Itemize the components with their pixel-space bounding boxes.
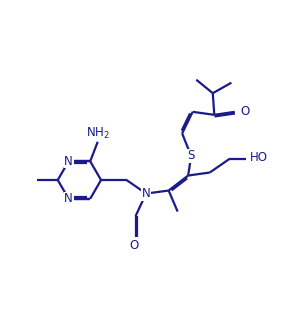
Text: O: O [240,105,249,118]
Text: N: N [64,192,73,205]
Text: S: S [188,150,195,162]
Text: HO: HO [250,151,268,164]
Text: N: N [142,187,151,200]
Text: NH$_2$: NH$_2$ [86,126,110,141]
Text: N: N [64,155,73,168]
Text: O: O [129,239,139,252]
